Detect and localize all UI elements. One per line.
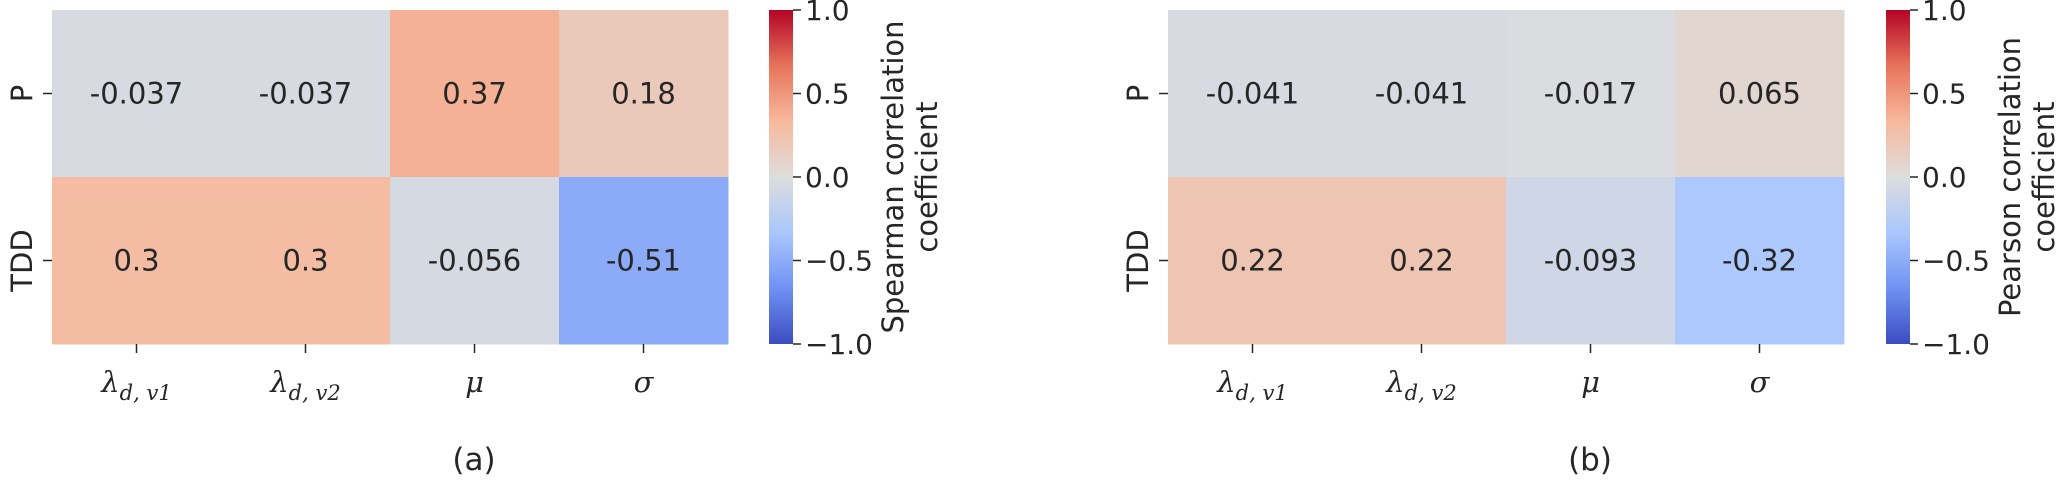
heatmap-cell — [52, 177, 222, 345]
cell-value-label: -0.041 — [1206, 77, 1300, 111]
heatmap-cell — [1506, 10, 1676, 178]
heatmap-cell — [1168, 10, 1338, 178]
cell-value-label: 0.065 — [1718, 77, 1801, 111]
panel-caption: (b) — [1568, 442, 1612, 478]
colorbar-tick-label: 0.0 — [805, 161, 850, 194]
heatmap-cell — [1337, 10, 1507, 178]
cell-value-label: 0.22 — [1389, 244, 1454, 278]
column-label: μ — [1581, 365, 1600, 399]
row-label: P — [1121, 85, 1155, 103]
colorbar-tick-label: −0.5 — [805, 245, 873, 278]
heatmap-cell — [390, 177, 560, 345]
panel-caption: (a) — [452, 442, 495, 478]
column-label: λd, v2 — [269, 365, 340, 405]
colorbar-tick-label: −1.0 — [1922, 328, 1990, 361]
heatmap-cell — [1506, 177, 1676, 345]
column-label: λd, v1 — [100, 365, 171, 405]
colorbar-label: Spearman correlation — [876, 20, 910, 333]
cell-value-label: -0.017 — [1544, 77, 1638, 111]
colorbar-label: Pearson correlation — [1993, 37, 2027, 317]
colorbar-label: coefficient — [2027, 101, 2061, 252]
cell-value-label: -0.32 — [1722, 244, 1797, 278]
column-label: λd, v2 — [1385, 365, 1456, 405]
colorbar-label: coefficient — [910, 101, 944, 252]
colorbar — [1886, 10, 1910, 344]
column-label: μ — [465, 365, 484, 399]
cell-value-label: -0.037 — [90, 77, 184, 111]
heatmap-cell — [1675, 177, 1845, 345]
heatmap-panel-a: -0.037 -0.037 0.37 0.18 0.3 0.3 -0.056 -0.51 P TD… — [5, 0, 944, 478]
heatmap-panel-b: -0.041 -0.041 -0.017 0.065 0.22 0.22 -0.093 -0.… — [1121, 0, 2061, 478]
cell-value-label: 0.18 — [611, 77, 676, 111]
heatmap-cell — [221, 10, 391, 178]
heatmap-cell — [221, 177, 391, 345]
cell-value-label: 0.3 — [282, 244, 328, 278]
colorbar-tick-label: 1.0 — [1922, 0, 1967, 27]
row-label: TDD — [1121, 229, 1155, 292]
row-label: P — [5, 85, 39, 103]
cell-value-label: 0.3 — [113, 244, 159, 278]
cell-value-label: 0.37 — [442, 77, 507, 111]
heatmap-cell — [559, 10, 729, 178]
cell-value-label: -0.51 — [606, 244, 681, 278]
heatmap-cell — [559, 177, 729, 345]
column-label: σ — [1750, 365, 1771, 399]
row-label: TDD — [5, 229, 39, 292]
heatmap-cell — [390, 10, 560, 178]
heatmap-cell — [52, 10, 222, 178]
heatmap-cell — [1675, 10, 1845, 178]
cell-value-label: -0.093 — [1544, 244, 1638, 278]
colorbar-tick-label: 0.5 — [1922, 78, 1967, 111]
column-label: λd, v1 — [1216, 365, 1287, 405]
cell-value-label: -0.041 — [1375, 77, 1469, 111]
cell-value-label: -0.037 — [259, 77, 353, 111]
colorbar-tick-label: −0.5 — [1922, 245, 1990, 278]
cell-value-label: 0.22 — [1220, 244, 1285, 278]
cell-value-label: -0.056 — [428, 244, 522, 278]
colorbar-tick-label: −1.0 — [805, 328, 873, 361]
heatmap-cell — [1337, 177, 1507, 345]
heatmap-cell — [1168, 177, 1338, 345]
colorbar-tick-label: 1.0 — [805, 0, 850, 27]
colorbar — [769, 10, 793, 344]
colorbar-tick-label: 0.0 — [1922, 161, 1967, 194]
colorbar-tick-label: 0.5 — [805, 78, 850, 111]
column-label: σ — [634, 365, 655, 399]
